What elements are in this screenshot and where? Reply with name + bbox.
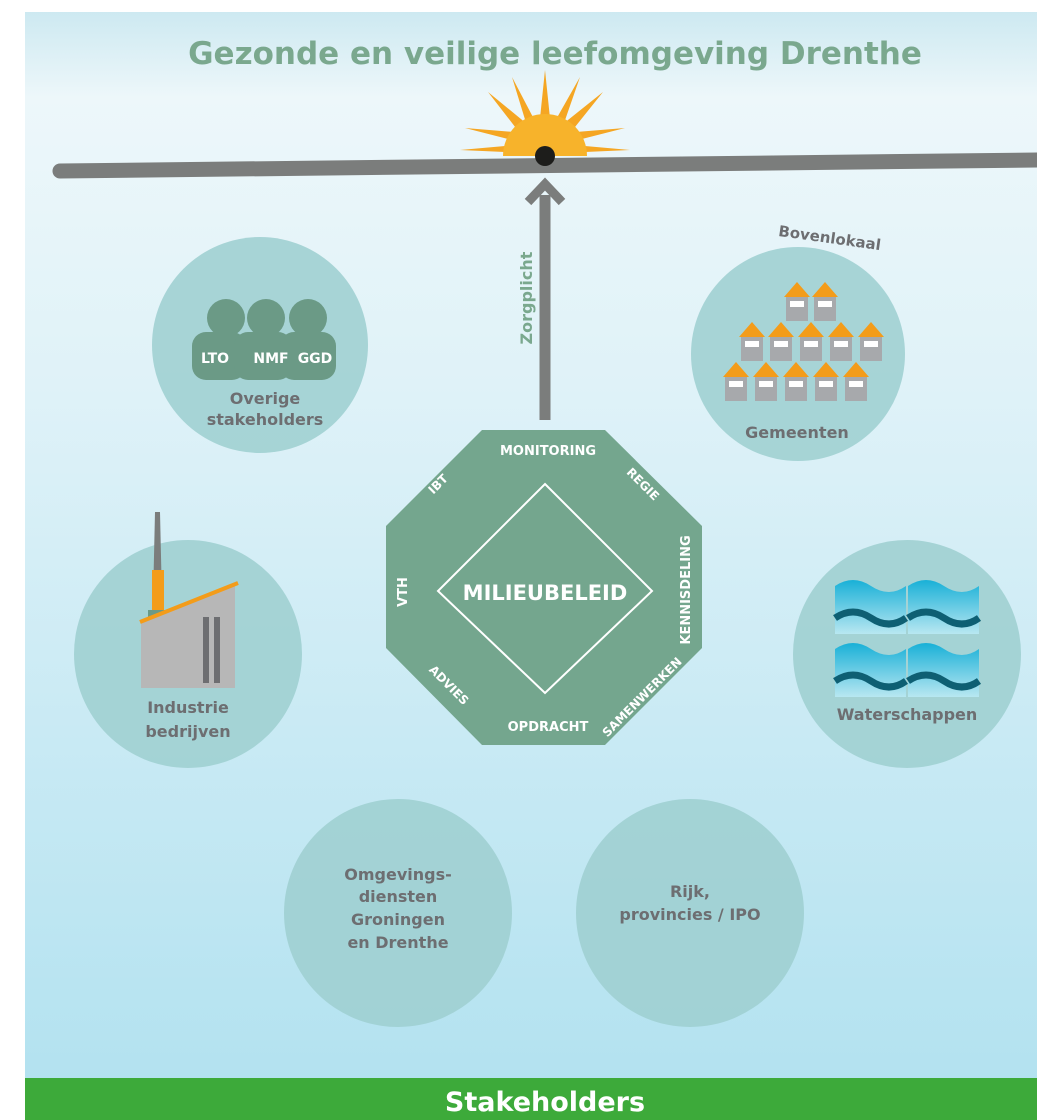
houses-icon	[723, 282, 884, 401]
task-monitoring: MONITORING	[500, 444, 596, 459]
house-icon	[783, 362, 809, 401]
stakeholder-label-line1: Industrie	[147, 698, 229, 717]
house-icon	[768, 322, 794, 361]
stakeholder-waterschappen: Waterschappen	[793, 540, 1021, 768]
water-icon	[833, 580, 982, 697]
stakeholder-gemeenten: Gemeenten	[691, 247, 905, 461]
house-icon	[828, 322, 854, 361]
house-icon	[753, 362, 779, 401]
stakeholder-label-line2: bedrijven	[145, 722, 230, 741]
people-icon	[192, 299, 336, 380]
house-icon	[739, 322, 765, 361]
center-diamond	[436, 482, 654, 695]
pivot-dot	[535, 146, 555, 166]
stakeholder-label-line2: provincies / IPO	[619, 905, 760, 924]
task-vth: VTH	[396, 577, 411, 607]
stakeholder-overige: LTO NMF GGD Overige stakeholders	[152, 237, 368, 453]
sun-icon	[460, 70, 630, 156]
badge-lto: LTO	[201, 351, 229, 367]
task-kennisdeling: KENNISDELING	[679, 535, 694, 644]
stakeholder-label-line1: Overige	[230, 389, 301, 408]
house-icon	[813, 362, 839, 401]
center-label: MILIEUBELEID	[463, 581, 628, 605]
stakeholder-label-line1: Omgevings-	[344, 865, 452, 884]
house-icon	[812, 282, 838, 321]
house-icon	[843, 362, 869, 401]
badge-nmf: NMF	[253, 351, 288, 367]
footer-bar	[25, 1078, 1037, 1120]
house-icon	[858, 322, 884, 361]
stakeholder-label-line3: Groningen	[351, 910, 445, 929]
badge-ggd: GGD	[298, 351, 333, 367]
stakeholder-label: Waterschappen	[837, 705, 978, 724]
stakeholder-label-line2: diensten	[359, 887, 438, 906]
wave-block	[833, 580, 909, 634]
page-title: Gezonde en veilige leefomgeving Drenthe	[188, 36, 922, 72]
stakeholder-rijk: Rijk, provincies / IPO	[576, 799, 804, 1027]
wave-block	[906, 580, 982, 634]
task-opdracht: OPDRACHT	[508, 720, 589, 735]
stakeholder-label: Gemeenten	[745, 423, 849, 442]
house-icon	[784, 282, 810, 321]
factory-icon	[139, 512, 239, 688]
stakeholder-label-line4: en Drenthe	[347, 933, 448, 952]
stakeholder-label-line1: Rijk,	[670, 882, 710, 901]
horizon-bar	[52, 152, 1037, 179]
arrow-label: Zorgplicht	[517, 251, 536, 344]
zorgplicht-arrow	[524, 177, 566, 420]
stakeholder-label-line2: stakeholders	[207, 410, 324, 429]
wave-block	[906, 643, 982, 697]
milieubeleid-octagon: MILIEUBELEID MONITORING REGIE KENNISDELI…	[386, 430, 702, 745]
stakeholder-omgevingsdiensten: Omgevings- diensten Groningen en Drenthe	[284, 799, 512, 1027]
wave-block	[833, 643, 909, 697]
stakeholder-industrie: Industrie bedrijven	[74, 512, 302, 768]
house-icon	[798, 322, 824, 361]
house-icon	[723, 362, 749, 401]
footer-title: Stakeholders	[445, 1087, 645, 1118]
